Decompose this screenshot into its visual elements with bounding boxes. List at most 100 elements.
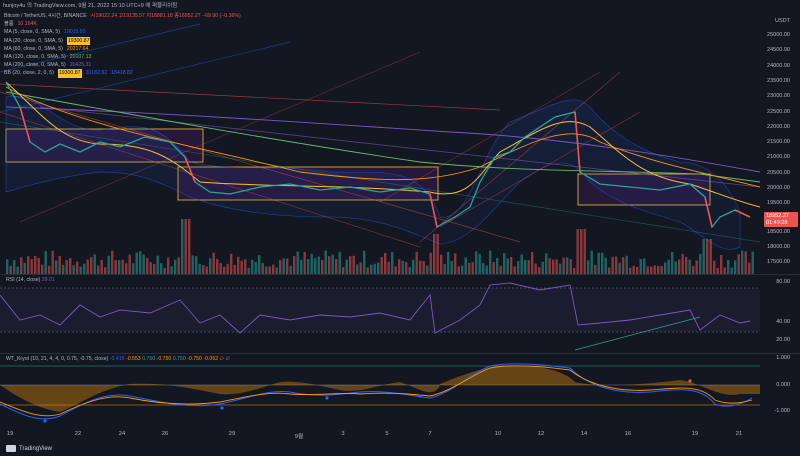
chart-legend: Bitcoin / TetherUS, 4시간, BINANCE 시19022.2… bbox=[4, 12, 241, 78]
volume-bar bbox=[34, 255, 37, 274]
volume-bar bbox=[639, 259, 642, 274]
time-tick: 29 bbox=[228, 431, 236, 437]
ma-200 bbox=[5, 106, 760, 173]
volume-bar bbox=[408, 266, 411, 274]
tv-logo-icon bbox=[6, 445, 16, 452]
volume-bar bbox=[440, 254, 443, 274]
volume-bar bbox=[678, 259, 681, 274]
volume-bar bbox=[573, 267, 576, 274]
volume-bar bbox=[594, 264, 597, 274]
volume-bar bbox=[76, 261, 79, 274]
volume-bar bbox=[37, 257, 40, 274]
wt-scale[interactable]: 1.000 0.000 -1.000 bbox=[760, 354, 800, 428]
volume-bar bbox=[20, 257, 23, 274]
volume-bar bbox=[300, 259, 303, 274]
time-tick: 12 bbox=[537, 431, 545, 437]
volume-bar bbox=[415, 251, 418, 274]
wt-legend[interactable]: WT_Kryot (10, 21, 4, 4, 0, 0.75, -0.75, … bbox=[6, 356, 231, 362]
volume-bar bbox=[209, 258, 212, 274]
volume-bar bbox=[632, 265, 635, 274]
volume-bar bbox=[363, 250, 366, 274]
volume-bar bbox=[69, 258, 72, 274]
volume-bar bbox=[419, 260, 422, 274]
symbol-title[interactable]: Bitcoin / TetherUS, 4시간, BINANCE bbox=[4, 13, 87, 19]
volume-bar bbox=[653, 265, 656, 274]
time-tick: 19 bbox=[6, 431, 14, 437]
volume-bar bbox=[692, 266, 695, 274]
pane-separator[interactable] bbox=[0, 274, 800, 275]
volume-bar bbox=[146, 258, 149, 274]
volume-bar bbox=[447, 252, 450, 274]
volume-bar bbox=[506, 258, 509, 274]
volume-bar bbox=[163, 267, 166, 274]
price-scale[interactable]: USDT 25000.00 24500.00 24000.00 23500.00… bbox=[760, 12, 800, 274]
wt-tick: 1.000 bbox=[776, 355, 790, 361]
volume-bar bbox=[342, 267, 345, 274]
volume-bar bbox=[629, 267, 632, 274]
volume-bar bbox=[580, 229, 583, 274]
price-tick: 21000.00 bbox=[767, 154, 790, 160]
rsi-scale[interactable]: 80.00 40.00 20.00 bbox=[760, 275, 800, 353]
legend-ma20[interactable]: MA (20, close, 0, SMA, 5) 19300.87 bbox=[4, 36, 91, 45]
rsi-legend[interactable]: RSI (14, close) 39.01 bbox=[6, 277, 55, 283]
volume-bar bbox=[751, 251, 754, 274]
volume-bar bbox=[559, 263, 562, 274]
pane-separator[interactable] bbox=[0, 353, 800, 354]
volume-bar bbox=[685, 256, 688, 274]
candles bbox=[5, 81, 751, 229]
volume-bar bbox=[454, 253, 457, 274]
volume-bar bbox=[569, 259, 572, 274]
volume-bar bbox=[121, 259, 124, 274]
price-chart[interactable] bbox=[0, 12, 760, 274]
ma-20 bbox=[5, 81, 760, 208]
wt-line-2 bbox=[0, 365, 753, 417]
volume-bar bbox=[149, 262, 152, 274]
rsi-tick: 80.00 bbox=[776, 279, 790, 285]
volume-bar bbox=[699, 253, 702, 274]
volume-bar bbox=[198, 263, 201, 274]
volume-bar bbox=[436, 234, 439, 274]
price-tick: 24000.00 bbox=[767, 63, 790, 69]
volume-bar bbox=[492, 261, 495, 274]
price-tick: 17500.00 bbox=[767, 259, 790, 265]
time-axis[interactable]: 19 22 24 26 29 9월 3 5 7 10 12 14 16 19 2… bbox=[0, 428, 760, 442]
volume-bar bbox=[303, 252, 306, 274]
volume-bar bbox=[125, 263, 128, 274]
wt-tick: -1.000 bbox=[774, 408, 790, 414]
legend-ma200[interactable]: MA (200, close, 0, SMA, 5) 20425.31 bbox=[4, 62, 92, 69]
last-price: 18952.27 bbox=[766, 213, 789, 219]
volume-bar bbox=[429, 252, 432, 274]
volume-bar bbox=[457, 266, 460, 274]
volume-bar bbox=[496, 257, 499, 274]
volume-bar bbox=[464, 257, 467, 274]
time-tick: 3 bbox=[341, 431, 345, 437]
volume-bar bbox=[13, 260, 16, 274]
price-tick: 21500.00 bbox=[767, 139, 790, 145]
volume-bar bbox=[422, 260, 425, 274]
wt-line-1 bbox=[0, 363, 753, 420]
volume-bar bbox=[139, 251, 142, 274]
legend-ma120[interactable]: MA (120, close, 0, SMA, 5) 20107.13 bbox=[4, 54, 92, 61]
price-tick: 20000.00 bbox=[767, 185, 790, 191]
legend-ma60[interactable]: MA (60, close, 0, SMA, 5) 20217.64 bbox=[4, 45, 89, 52]
volume-bar bbox=[289, 265, 292, 274]
volume-bar bbox=[86, 259, 89, 274]
wt-pane[interactable] bbox=[0, 354, 760, 428]
volume-bar bbox=[713, 260, 716, 274]
volume-bar bbox=[247, 267, 250, 274]
legend-ma5[interactable]: MA (5, close, 0, SMA, 5) 19015.93 bbox=[4, 29, 86, 36]
volume-bar bbox=[223, 266, 226, 274]
volume-bar bbox=[426, 265, 429, 274]
legend-bb[interactable]: BB (20, close, 2, 0, 5) 19300.87 20182.92 1… bbox=[4, 69, 133, 78]
volume-bar bbox=[272, 264, 275, 274]
volume-bar bbox=[282, 258, 285, 274]
rsi-pane[interactable] bbox=[0, 275, 760, 353]
volume-bar bbox=[202, 264, 205, 274]
tradingview-logo[interactable]: TradingView bbox=[6, 445, 52, 452]
volume-bar bbox=[527, 260, 530, 274]
volume-bar bbox=[702, 239, 705, 274]
volume-bar bbox=[734, 260, 737, 274]
volume-bar bbox=[510, 257, 513, 274]
volume-bar bbox=[167, 257, 170, 274]
volume-bar bbox=[650, 266, 653, 274]
